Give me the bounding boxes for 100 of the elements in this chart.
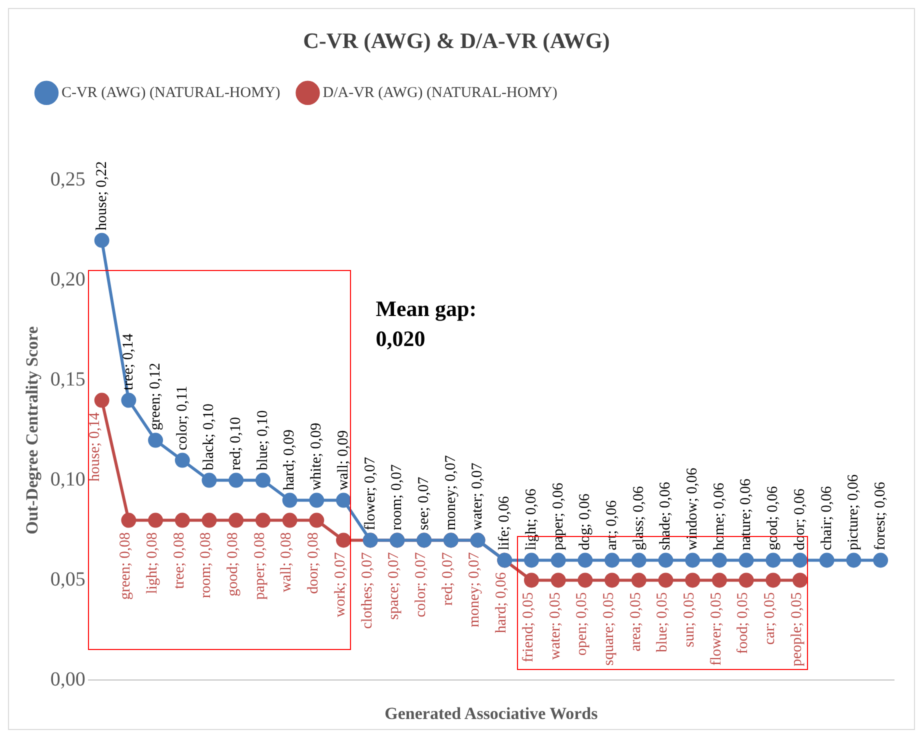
point	[712, 572, 727, 588]
data-label: house; 0,22	[94, 161, 110, 230]
data-label: tree; 0,14	[120, 333, 137, 390]
data-label: work; 0,07	[332, 552, 348, 618]
chart-title: C-VR (AWG) & D/A-VR (AWG)	[303, 28, 610, 53]
point	[550, 552, 566, 568]
data-label: hard; 0,06	[494, 572, 510, 634]
point	[336, 532, 352, 548]
data-label: wall; 0,08	[278, 532, 295, 592]
data-label: color; 0,11	[174, 386, 190, 450]
y-axis-title: Out-Degree Centrality Score	[22, 326, 42, 534]
data-label: paper; 0,06	[550, 482, 566, 550]
data-label: green; 0,12	[147, 362, 164, 430]
data-label: tree; 0,08	[171, 532, 188, 589]
data-label: white; 0,09	[308, 422, 325, 490]
data-label: shade; 0,06	[658, 481, 674, 550]
data-label: picture; 0,06	[846, 474, 862, 550]
point	[658, 572, 674, 588]
data-label: good; 0,08	[225, 532, 242, 596]
point	[148, 512, 164, 528]
data-label: nature; 0,06	[738, 478, 754, 550]
y-tick-label: 0,20	[50, 268, 86, 291]
data-label: blue; 0,10	[254, 410, 271, 470]
data-label: wall; 0,09	[335, 430, 352, 490]
data-label: flower; 0,05	[708, 592, 724, 666]
point	[174, 452, 190, 468]
point	[685, 572, 700, 588]
point	[121, 512, 136, 528]
point	[228, 472, 244, 488]
point	[738, 552, 754, 568]
data-label: blue; 0,05	[654, 592, 671, 652]
point	[738, 572, 754, 588]
data-label: life; 0,06	[496, 496, 513, 550]
point	[282, 492, 298, 508]
point	[578, 572, 593, 588]
point	[282, 512, 298, 528]
data-label: forest; 0,06	[872, 481, 889, 550]
point	[604, 572, 620, 588]
data-label: open; 0,05	[574, 592, 590, 656]
data-label: space; 0,07	[386, 552, 402, 620]
data-label: hard; 0,09	[282, 429, 298, 490]
data-label: clothes; 0,07	[359, 552, 376, 629]
point	[94, 392, 110, 408]
point	[846, 552, 862, 568]
point	[550, 572, 566, 588]
point	[309, 492, 324, 508]
point	[792, 552, 808, 568]
data-label: sun; 0,05	[682, 592, 698, 648]
data-label: house; 0,14	[86, 412, 103, 482]
data-label: light; 0,08	[144, 532, 160, 594]
y-tick-label: 0,10	[50, 468, 86, 491]
point	[766, 552, 781, 568]
y-tick-label: 0,15	[50, 368, 86, 391]
point	[202, 512, 217, 528]
point	[228, 512, 244, 528]
point	[873, 552, 888, 568]
data-label: car; 0,05	[762, 592, 778, 645]
point	[255, 512, 270, 528]
point	[524, 572, 539, 588]
data-label: people; 0,05	[788, 592, 805, 666]
point	[792, 572, 808, 588]
data-label: glass; 0,06	[630, 486, 647, 550]
data-label: money; 0,07	[466, 552, 483, 628]
point	[94, 232, 110, 248]
point	[631, 552, 646, 568]
data-label: red; 0,07	[440, 552, 456, 606]
y-tick-label: 0,25	[50, 168, 86, 191]
data-label: paper; 0,08	[252, 532, 268, 600]
data-label: chair; 0,06	[818, 486, 835, 550]
data-label: water; 0,07	[470, 462, 486, 530]
point	[819, 552, 834, 568]
data-label: color; 0,07	[413, 552, 430, 618]
data-label: flower; 0,07	[362, 456, 378, 530]
data-label: food; 0,05	[735, 592, 752, 654]
point	[174, 512, 190, 528]
data-label: water; 0,05	[547, 592, 564, 660]
data-label: black; 0,10	[201, 404, 218, 470]
data-label: friend; 0,05	[520, 592, 536, 662]
data-label: green; 0,08	[118, 532, 134, 600]
point	[604, 552, 620, 568]
data-label: door; 0,08	[306, 532, 322, 594]
point	[309, 512, 324, 528]
data-label: money; 0,07	[442, 454, 459, 530]
point	[148, 432, 164, 448]
data-label: red; 0,10	[228, 416, 244, 470]
data-label: see; 0,07	[416, 476, 432, 530]
point	[121, 392, 136, 408]
point	[766, 572, 781, 588]
point	[336, 492, 352, 508]
legend-label: C-VR (AWG) (NATURAL-HOMY)	[62, 84, 280, 101]
data-label: room; 0,08	[198, 532, 214, 598]
data-label: square; 0,05	[600, 592, 617, 666]
point	[524, 552, 539, 568]
point	[255, 472, 270, 488]
data-label: room; 0,07	[389, 464, 406, 530]
point	[202, 472, 217, 488]
point	[685, 552, 700, 568]
annotation: Mean gap: 0,020	[376, 296, 477, 352]
point	[631, 572, 646, 588]
y-tick-label: 0,00	[50, 668, 86, 690]
